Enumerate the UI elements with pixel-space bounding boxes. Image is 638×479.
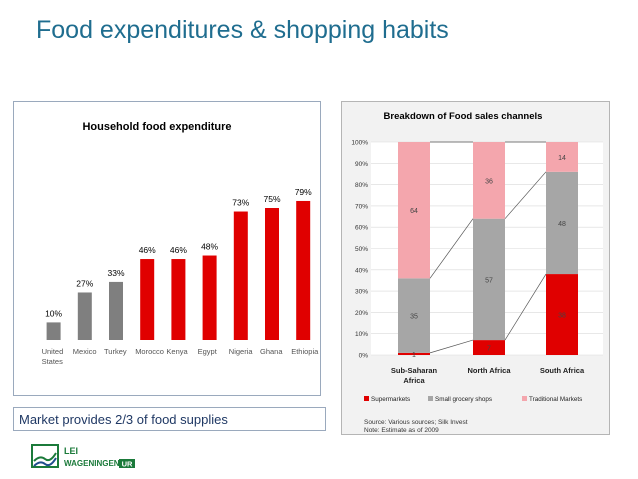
y-tick-label: 60% (355, 225, 368, 232)
category-label: Mexico (73, 347, 97, 356)
bar (46, 322, 61, 340)
category-label: Morocco (135, 347, 164, 356)
y-tick-label: 0% (359, 353, 369, 360)
data-label: 46% (170, 245, 187, 255)
stacked-bar-segment (398, 278, 430, 353)
y-tick-label: 10% (355, 331, 368, 338)
y-tick-label: 100% (351, 140, 368, 147)
slide-title: Food expenditures & shopping habits (36, 16, 449, 44)
category-label: Ghana (260, 347, 283, 356)
lei-wageningen-logo: LEI WAGENINGEN UR (30, 441, 140, 471)
connector-line (429, 218, 474, 279)
y-tick-label: 30% (355, 289, 368, 296)
wageningen-flag-logo-icon (31, 444, 59, 468)
stacked-bar-segment (473, 340, 505, 355)
legend-label: Supermarkets (371, 396, 410, 403)
category-label: United (42, 347, 64, 356)
connector-line (504, 273, 547, 341)
legend-swatch (428, 396, 433, 401)
bar (171, 259, 186, 340)
logo-text-lei: LEI (64, 446, 78, 456)
y-tick-label: 20% (355, 310, 368, 317)
legend-label: Small grocery shops (435, 396, 492, 403)
data-label: 10% (45, 308, 62, 318)
connector-line (429, 339, 474, 354)
source-note: Source: Various sources; Silk Invest (364, 419, 468, 426)
legend-swatch (522, 396, 527, 401)
sales-channels-chart: Breakdown of Food sales channels 0% 10% 20… (351, 111, 603, 434)
segment-value-label: 36 (485, 178, 493, 185)
y-tick-label: 40% (355, 267, 368, 274)
bar (202, 255, 217, 340)
stacked-bar-segment (473, 218, 505, 341)
legend-swatch (364, 396, 369, 401)
segment-value-label: 38 (558, 313, 566, 320)
household-expenditure-chart-panel: Household food expenditure 10% 27% 33% 46% 4… (13, 101, 321, 396)
segment-value-label: 57 (485, 277, 493, 284)
caption-box: Market provides 2/3 of food supplies (13, 407, 326, 431)
data-label: 73% (232, 198, 249, 208)
data-label: 46% (139, 245, 156, 255)
household-expenditure-chart: Household food expenditure 10% 27% 33% 46% 4… (42, 121, 320, 366)
y-tick-label: 80% (355, 182, 368, 189)
bar (77, 292, 92, 340)
category-label: Nigeria (229, 347, 254, 356)
y-tick-label: 50% (355, 246, 368, 253)
category-label: Sub-Saharan (391, 366, 438, 375)
stacked-bar-segment (546, 171, 578, 275)
category-label: Turkey (104, 347, 127, 356)
segment-value-label: 14 (558, 155, 566, 162)
bar (296, 200, 311, 340)
segment-value-label: 7 (487, 346, 491, 353)
y-tick-label: 70% (355, 203, 368, 210)
category-label: Ethiopia (291, 347, 319, 356)
bar (109, 281, 123, 340)
stacked-bar-segment (546, 142, 578, 172)
chart-title: Household food expenditure (82, 121, 231, 133)
bar (265, 208, 279, 340)
connector-line (504, 171, 547, 219)
chart-title: Breakdown of Food sales channels (384, 111, 543, 122)
logo-text-ur: UR (122, 460, 133, 469)
bar (140, 259, 155, 340)
category-label: States (42, 357, 64, 366)
category-label: South Africa (540, 366, 585, 375)
stacked-bar-segment (473, 142, 505, 219)
segment-value-label: 35 (410, 314, 418, 321)
stacked-bar-segment (398, 352, 430, 355)
segment-value-label: 64 (410, 208, 418, 215)
estimate-note: Note: Estimate as of 2009 (364, 427, 439, 434)
sales-channels-chart-panel: Breakdown of Food sales channels 0% 10% 20… (341, 101, 610, 435)
y-tick-label: 90% (355, 161, 368, 168)
logo-text-wageningen: WAGENINGEN (64, 459, 120, 468)
stacked-bar-segment (398, 142, 430, 279)
legend-label: Traditional Markets (529, 396, 582, 403)
category-label: Egypt (198, 347, 218, 356)
category-label: Kenya (166, 347, 188, 356)
bar (233, 211, 248, 340)
category-label: Africa (403, 376, 425, 385)
data-label: 48% (201, 242, 218, 252)
data-label: 75% (263, 194, 280, 204)
stacked-bar-segment (546, 274, 578, 355)
segment-value-label: 48 (558, 221, 566, 228)
data-label: 79% (295, 187, 312, 197)
segment-value-label: 1 (412, 352, 416, 359)
category-label: North Africa (467, 366, 511, 375)
data-label: 33% (107, 268, 124, 278)
data-label: 27% (76, 278, 93, 288)
